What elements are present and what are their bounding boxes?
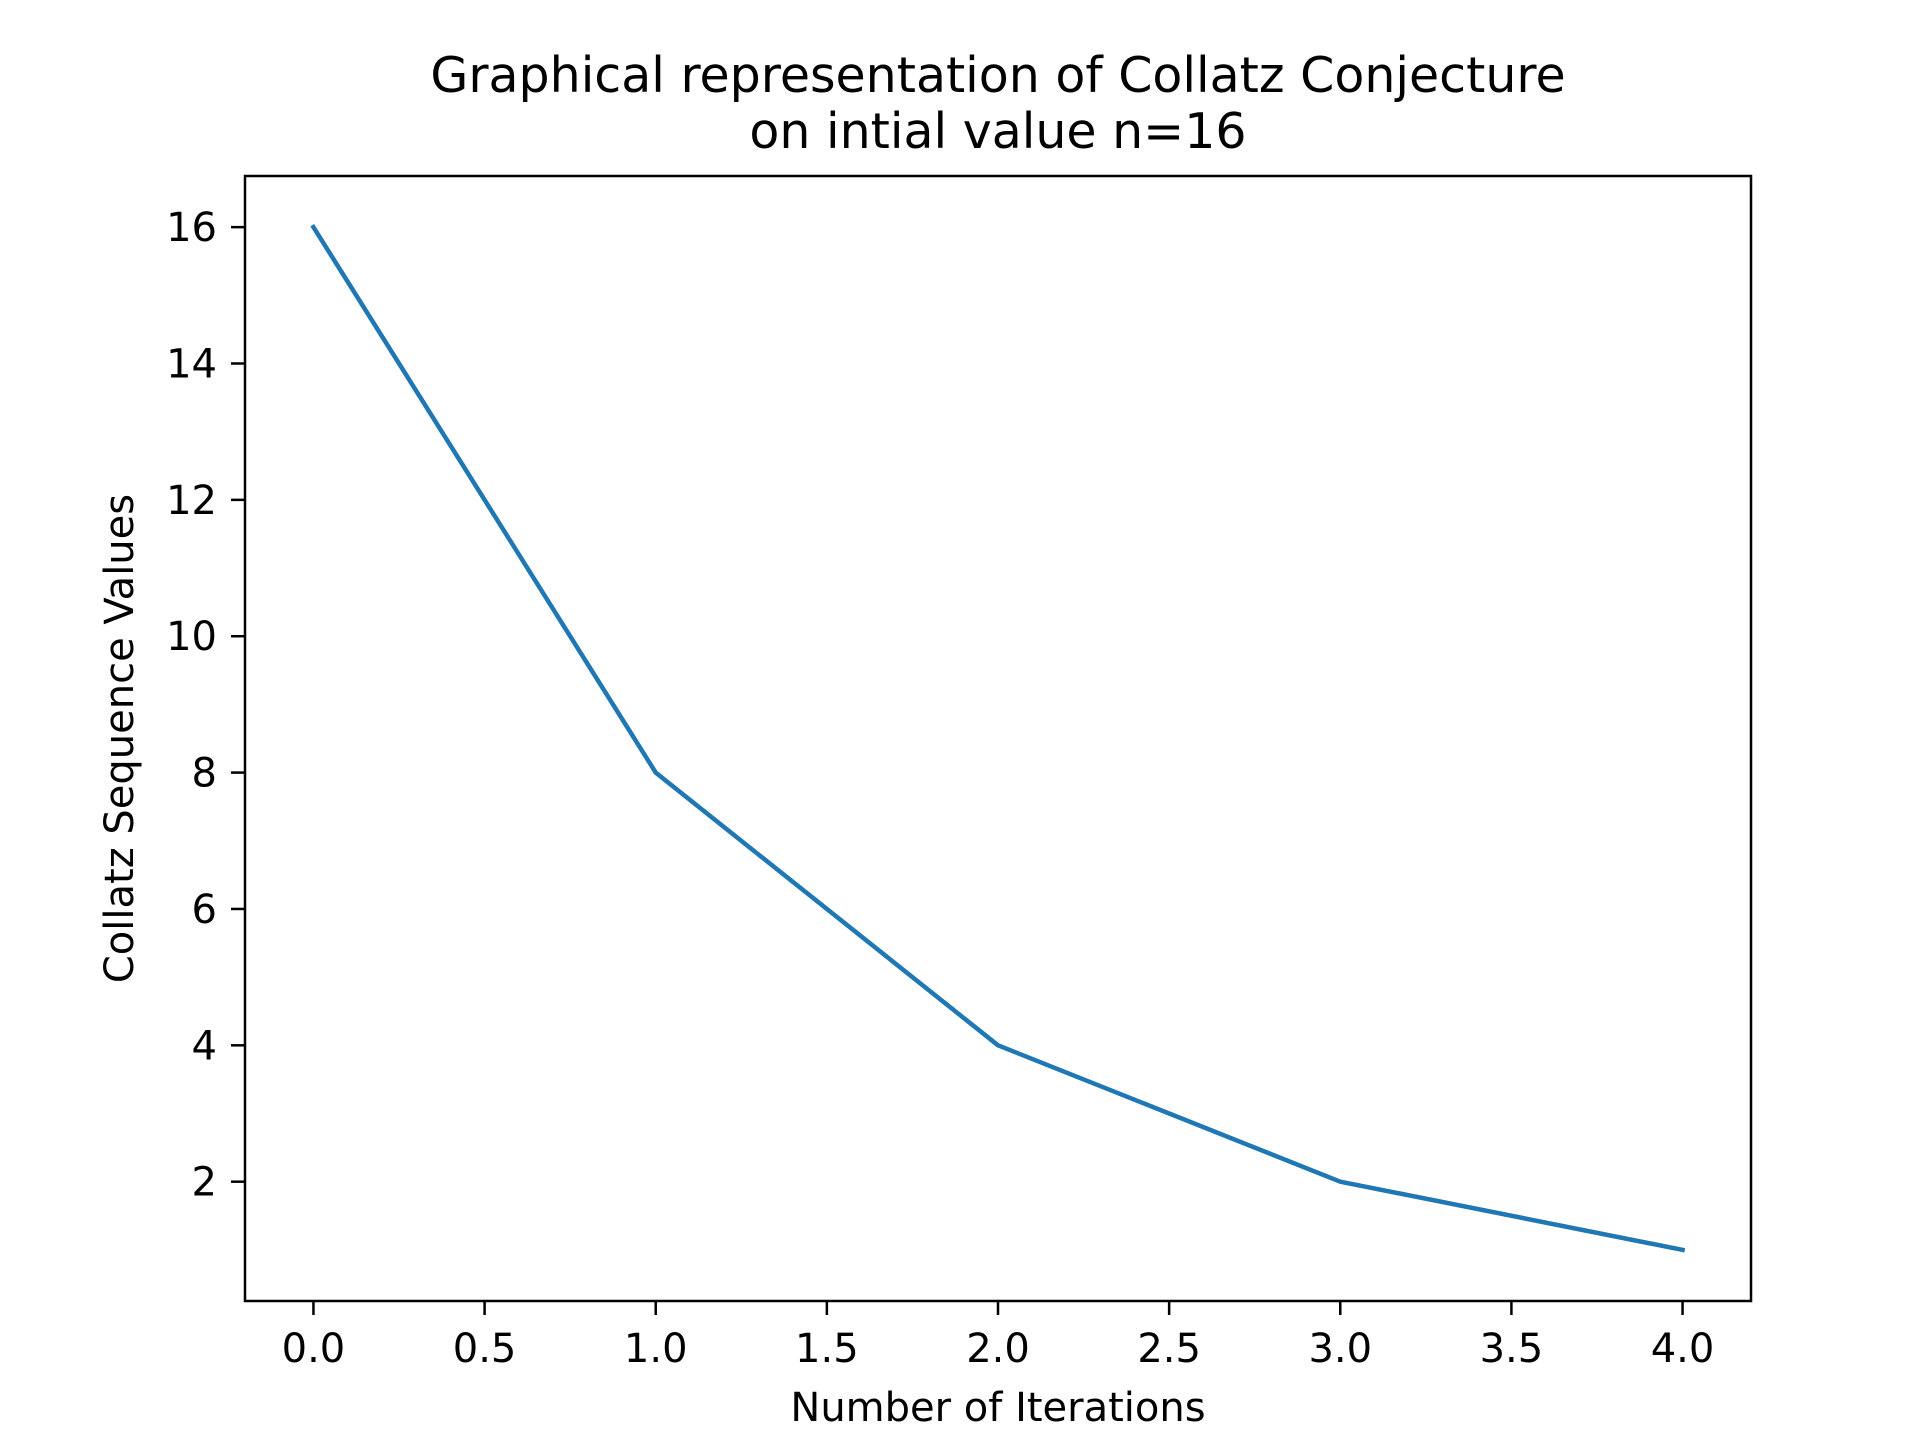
x-tick-label: 0.5 (453, 1326, 517, 1372)
y-tick-label: 2 (192, 1160, 217, 1206)
x-tick-label: 3.0 (1308, 1326, 1372, 1372)
chart-title-line-2: on intial value n=16 (749, 103, 1246, 160)
y-axis-ticks: 2 4 6 8 10 12 14 16 (166, 205, 245, 1206)
plot-area-frame (243, 174, 1753, 1303)
y-tick-label: 4 (192, 1023, 217, 1069)
y-tick-label: 10 (166, 614, 217, 660)
x-tick-label: 3.5 (1480, 1326, 1544, 1372)
y-tick-label: 16 (166, 205, 217, 251)
chart-title: Graphical representation of Collatz Conj… (430, 47, 1565, 160)
y-tick-label: 12 (166, 478, 217, 524)
x-tick-label: 2.5 (1137, 1326, 1201, 1372)
x-axis-label: Number of Iterations (790, 1385, 1205, 1431)
y-tick-label: 8 (192, 751, 217, 797)
x-tick-label: 1.0 (624, 1326, 688, 1372)
y-axis-label: Collatz Sequence Values (97, 494, 143, 983)
y-tick-label: 6 (192, 887, 217, 933)
x-tick-label: 0.0 (282, 1326, 346, 1372)
x-axis-ticks: 0.0 0.5 1.0 1.5 2.0 2.5 3.0 3.5 4.0 (282, 1301, 1715, 1372)
x-tick-label: 4.0 (1651, 1326, 1715, 1372)
series-layer (310, 224, 1686, 1253)
series-line-0 (310, 224, 1686, 1253)
chart-title-line-1: Graphical representation of Collatz Conj… (430, 47, 1565, 104)
x-tick-label: 1.5 (795, 1326, 859, 1372)
x-tick-label: 2.0 (966, 1326, 1030, 1372)
y-tick-label: 14 (166, 342, 217, 388)
